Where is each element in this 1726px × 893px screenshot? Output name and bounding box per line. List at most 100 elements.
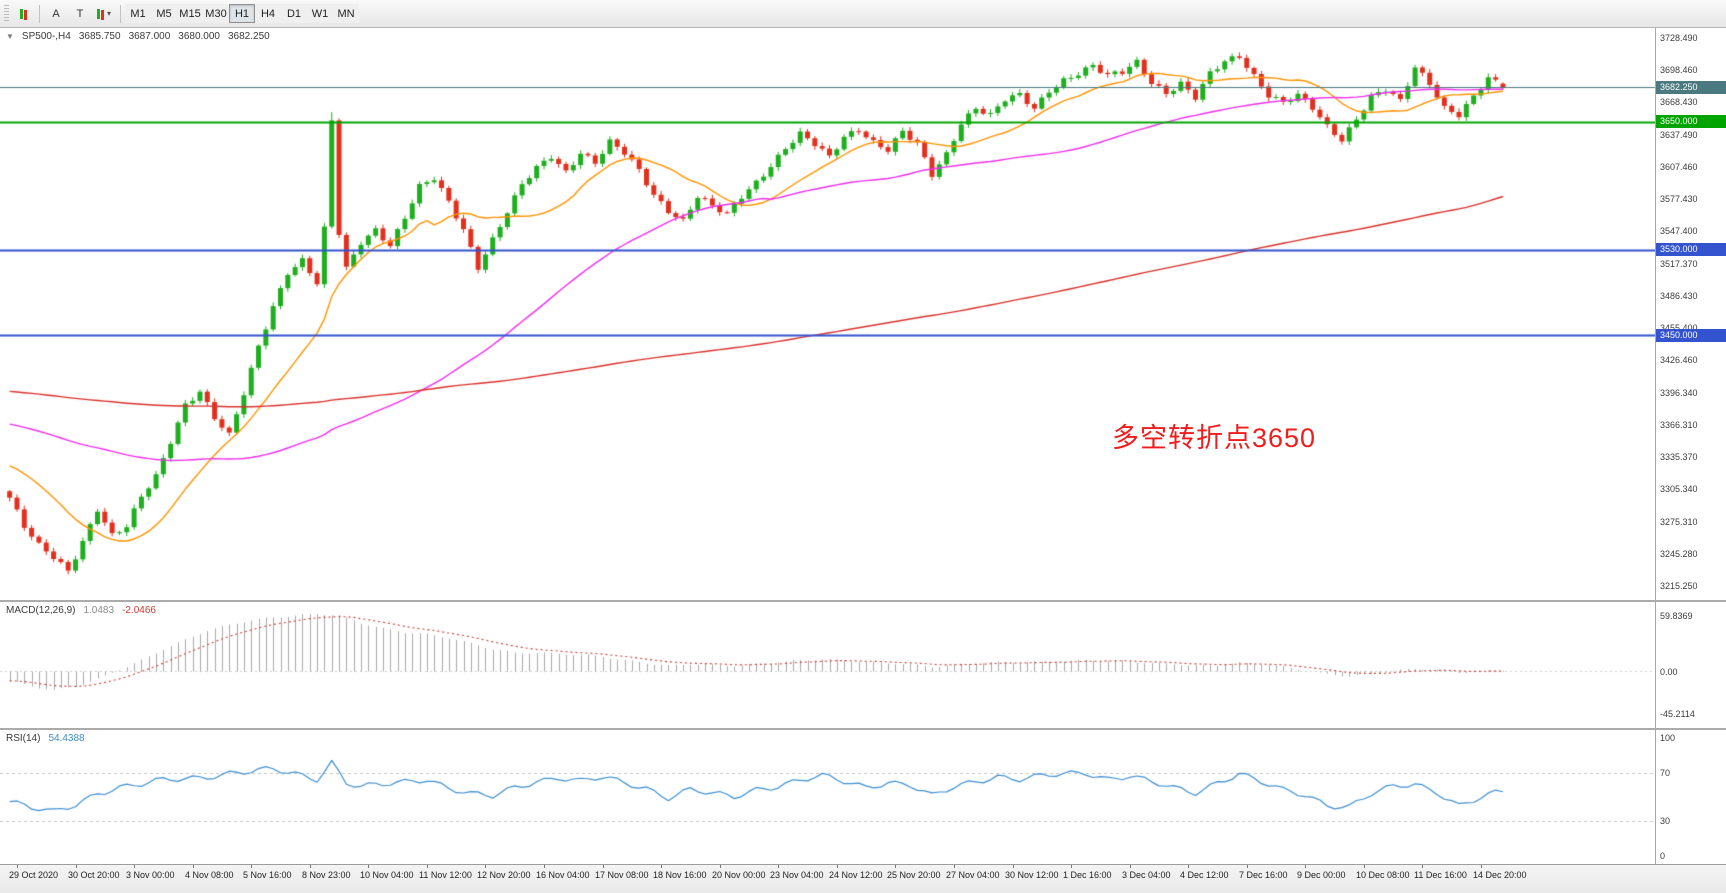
text-tool-button[interactable]: T [68,3,92,25]
rsi-scale[interactable]: 100 70 30 0 [1655,730,1726,864]
macd-label: MACD(12,26,9) 1.0483 -2.0466 [6,605,156,616]
objects-dropdown-button[interactable]: ▾ [92,3,116,25]
arrow-tool-icon: A [52,7,60,20]
time-axis-tick [485,865,486,868]
time-axis-label: 14 Dec 20:00 [1473,870,1527,880]
macd-canvas[interactable] [0,602,1656,728]
time-axis-label: 10 Dec 08:00 [1356,870,1410,880]
time-axis-tick [134,865,135,868]
chart-ohlc-readout: ▼ SP500-,H4 3685.750 3687.000 3680.000 3… [6,31,270,42]
price-scale[interactable]: 3728.490 3698.460 3668.430 3637.490 3607.460… [1655,28,1726,600]
rsi-axis-label: 100 [1660,733,1676,743]
time-axis-tick [661,865,662,868]
level-3530-price-tag[interactable]: 3530.000 [1656,243,1726,257]
timeframe-mn[interactable]: MN [333,4,359,24]
open-value: 3685.750 [78,31,121,42]
time-axis-label: 27 Nov 04:00 [946,870,1000,880]
toolbar: A T ▾ M1 M5 M15 M30 H1 H4 D1 W1 MN [0,0,1726,28]
price-axis-label: 3607.460 [1660,161,1698,172]
timeframe-h1[interactable]: H1 [229,4,255,24]
price-axis-label: 3486.430 [1660,290,1698,301]
time-axis-tick [427,865,428,868]
time-axis-label: 4 Nov 08:00 [185,870,234,880]
rsi-canvas[interactable] [0,730,1656,864]
main-chart-pane: ▼ SP500-,H4 3685.750 3687.000 3680.000 3… [0,28,1726,600]
candlestick-icon [100,10,104,20]
timeframe-w1[interactable]: W1 [307,4,333,24]
timeframe-m1[interactable]: M1 [125,4,151,24]
high-value: 3687.000 [128,31,171,42]
toolbar-separator [120,4,121,23]
time-axis-label: 3 Dec 04:00 [1122,870,1171,880]
time-axis-tick [720,865,721,868]
time-axis-tick [895,865,896,868]
price-axis-label: 3335.370 [1660,452,1698,463]
timeframe-toolbar: M1 M5 M15 M30 H1 H4 D1 W1 MN [125,4,359,24]
collapse-arrow-icon[interactable]: ▼ [6,32,14,41]
price-axis-label: 3517.370 [1660,258,1698,269]
time-axis-label: 11 Dec 16:00 [1414,870,1467,880]
time-axis-tick [1481,865,1482,868]
time-axis-label: 30 Nov 12:00 [1005,870,1059,880]
toolbar-separator [39,4,40,23]
rsi-axis-label: 0 [1660,851,1666,861]
rsi-name: RSI(14) [6,733,41,744]
timeframe-d1[interactable]: D1 [281,4,307,24]
rsi-indicator-pane: RSI(14) 54.4388 100 70 30 0 [0,730,1726,864]
price-axis-label: 3305.340 [1660,484,1698,495]
level-3450-price-tag[interactable]: 3450.000 [1656,328,1726,342]
time-axis-label: 17 Nov 08:00 [595,870,649,880]
price-axis-label: 3245.280 [1660,548,1698,559]
macd-indicator-pane: MACD(12,26,9) 1.0483 -2.0466 59.8369 0.00… [0,602,1726,728]
chart-type-button[interactable] [11,3,35,25]
symbol-period-label: SP500-,H4 [21,31,71,42]
timeframe-m30[interactable]: M30 [203,4,229,24]
price-axis-label: 3366.310 [1660,419,1698,430]
time-axis-tick [17,865,18,868]
price-axis-label: 3637.490 [1660,129,1698,140]
macd-signal-value: -2.0466 [122,605,156,616]
time-axis-tick [310,865,311,868]
candlestick-icon [23,10,27,20]
price-axis-label: 3547.400 [1660,226,1698,237]
time-axis-tick [193,865,194,868]
time-axis-tick [603,865,604,868]
price-axis-label: 3577.430 [1660,194,1698,205]
time-axis-label: 29 Oct 2020 [9,870,59,880]
timeframe-h4[interactable]: H4 [255,4,281,24]
time-axis-label: 7 Dec 16:00 [1239,870,1288,880]
time-axis-label: 20 Nov 00:00 [712,870,766,880]
time-axis-tick [368,865,369,868]
time-axis-tick [251,865,252,868]
time-axis-tick [778,865,779,868]
time-axis-label: 3 Nov 00:00 [126,870,175,880]
rsi-label: RSI(14) 54.4388 [6,733,85,744]
time-axis-tick [76,865,77,868]
pane-splitter[interactable] [0,728,1726,730]
time-axis-label: 9 Dec 00:00 [1297,870,1346,880]
price-axis-label: 3426.460 [1660,355,1698,366]
time-axis-label: 1 Dec 16:00 [1063,870,1112,880]
macd-name: MACD(12,26,9) [6,605,76,616]
level-3650-price-tag[interactable]: 3650.000 [1656,115,1726,129]
time-axis-label: 30 Oct 20:00 [68,870,120,880]
pane-splitter[interactable] [0,600,1726,602]
time-scale[interactable]: 29 Oct 2020 30 Oct 20:00 3 Nov 00:00 4 Nov … [0,864,1726,893]
macd-scale[interactable]: 59.8369 0.00 -45.2114 [1655,602,1726,728]
current-price-price-tag[interactable]: 3682.250 [1656,80,1726,94]
time-axis-tick [954,865,955,868]
time-axis-label: 4 Dec 12:00 [1180,870,1229,880]
macd-main-value: 1.0483 [83,605,115,616]
macd-axis-label: 59.8369 [1660,610,1693,621]
time-axis-label: 23 Nov 04:00 [770,870,824,880]
timeframe-m5[interactable]: M5 [151,4,177,24]
price-chart-canvas[interactable] [0,28,1656,600]
time-axis-label: 24 Nov 12:00 [829,870,883,880]
time-axis-tick [1422,865,1423,868]
timeframe-m15[interactable]: M15 [177,4,203,24]
chart-annotation-text[interactable]: 多空转折点3650 [1112,423,1317,453]
arrow-tool-button[interactable]: A [44,3,68,25]
text-tool-icon: T [76,7,84,20]
toolbar-grip[interactable] [4,4,9,23]
